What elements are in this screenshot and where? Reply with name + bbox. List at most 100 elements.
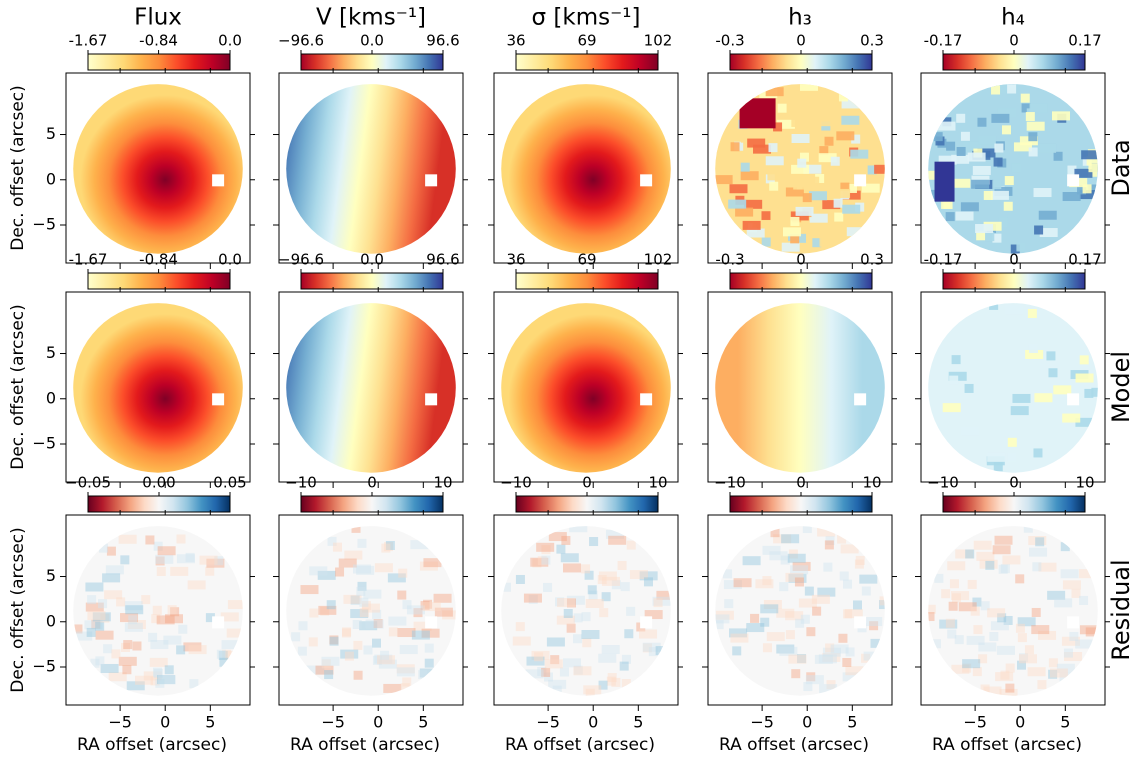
colorbar-tick-label: −10 xyxy=(285,474,317,492)
map-pixel xyxy=(790,211,809,221)
map-pixel xyxy=(740,133,759,143)
map-pixel xyxy=(624,629,634,639)
map-pixel xyxy=(135,675,154,685)
map-pixel xyxy=(739,98,776,129)
map-pixel xyxy=(608,535,627,545)
map-pixel xyxy=(1016,242,1026,252)
map-pixel xyxy=(976,231,986,241)
map-pixel xyxy=(372,609,382,619)
map-pixel xyxy=(1034,393,1053,403)
x-axis-label: RA offset (arcsec) xyxy=(932,735,1082,755)
map-pixel xyxy=(87,611,106,621)
map-pixel xyxy=(979,559,998,569)
map-pixel xyxy=(309,608,319,618)
map-pixel xyxy=(413,608,423,618)
map-hole xyxy=(425,616,438,629)
map-pixel xyxy=(216,649,226,659)
map-pixel xyxy=(992,180,1002,190)
map-pixel xyxy=(582,638,592,648)
map-pixel xyxy=(976,551,995,561)
colorbar-tick-label: 0 xyxy=(367,474,377,492)
map-hole xyxy=(212,616,225,629)
map-pixel xyxy=(992,545,1011,555)
axes-frame xyxy=(707,291,893,483)
map-pixel xyxy=(639,571,658,581)
map-pixel xyxy=(787,553,806,563)
map-pixel xyxy=(978,642,997,652)
map-pixel xyxy=(1064,652,1083,662)
map-pixel xyxy=(298,621,308,631)
map-pixel xyxy=(978,654,988,664)
map-pixel xyxy=(611,677,621,687)
map-pixel xyxy=(315,665,334,675)
map-pixel xyxy=(797,158,807,168)
map-pixel xyxy=(124,601,143,611)
map-pixel xyxy=(291,632,301,642)
colorbar-tick-label: 36 xyxy=(506,32,525,50)
map-pixel xyxy=(791,669,801,679)
map-pixel xyxy=(418,670,428,680)
map-pixel xyxy=(983,686,1002,696)
map-pixel xyxy=(648,647,658,657)
map-pixel xyxy=(532,558,542,568)
map-pixel xyxy=(1019,653,1029,663)
map-pixel xyxy=(356,586,366,596)
column-title: σ [kms⁻¹] xyxy=(532,5,641,31)
map-pixel xyxy=(145,535,155,545)
map-pixel xyxy=(164,614,183,624)
map-pixel xyxy=(753,144,772,154)
axes-frame xyxy=(493,72,679,264)
map-pixel xyxy=(811,594,830,604)
map-pixel xyxy=(978,135,997,145)
map-hole xyxy=(640,393,653,406)
map-pixel xyxy=(400,683,410,693)
map-pixel xyxy=(951,154,970,164)
map-pixel xyxy=(755,579,774,589)
map-pixel xyxy=(218,650,228,660)
map xyxy=(73,303,243,473)
map-pixel xyxy=(830,156,840,166)
map-pixel xyxy=(1005,663,1015,673)
map-pixel xyxy=(105,565,124,575)
map-pixel xyxy=(501,582,511,592)
map-pixel xyxy=(970,606,980,616)
map-pixel xyxy=(776,608,795,618)
map-pixel xyxy=(729,628,748,638)
map-pixel xyxy=(1048,658,1058,668)
map-pixel xyxy=(1005,683,1015,693)
map-pixel xyxy=(747,138,766,148)
map xyxy=(715,526,885,696)
map-pixel xyxy=(141,595,151,605)
map-pixel xyxy=(621,654,631,664)
map-pixel xyxy=(785,187,804,197)
map-pixel xyxy=(188,645,207,655)
map-pixel xyxy=(847,183,857,193)
map-pixel xyxy=(170,566,189,576)
map-hole xyxy=(1067,174,1080,187)
map-pixel xyxy=(397,628,416,638)
map-pixel xyxy=(797,654,807,664)
y-tick-label: 5 xyxy=(46,566,56,585)
map-background xyxy=(73,84,243,254)
map-pixel xyxy=(817,587,836,597)
colorbar xyxy=(729,495,873,513)
map-pixel xyxy=(363,589,382,599)
map-pixel xyxy=(795,618,805,628)
x-tick-label: −5 xyxy=(536,713,560,732)
map-pixel xyxy=(1027,308,1037,318)
map-pixel xyxy=(341,628,351,638)
map-pixel xyxy=(777,103,787,113)
map-pixel xyxy=(958,602,977,612)
map-pixel xyxy=(601,592,611,602)
map-pixel xyxy=(962,659,981,669)
map-pixel xyxy=(537,556,547,566)
map-pixel xyxy=(842,204,861,214)
map-pixel xyxy=(515,574,525,584)
map-pixel xyxy=(1048,669,1058,679)
map-pixel xyxy=(541,545,551,555)
map-pixel xyxy=(95,656,105,666)
map-pixel xyxy=(800,614,810,624)
map-pixel xyxy=(642,642,661,652)
x-tick-label: 0 xyxy=(160,713,170,732)
map-pixel xyxy=(715,614,730,624)
